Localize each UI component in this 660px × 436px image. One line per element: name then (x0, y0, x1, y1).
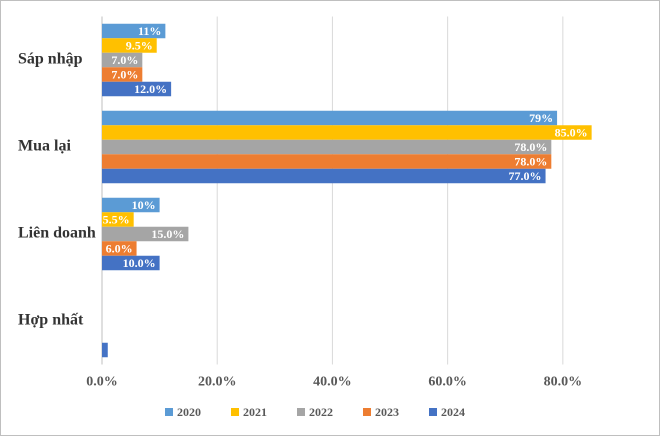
bar (102, 110, 558, 126)
x-tick-label: 60.0% (428, 375, 467, 390)
bar (102, 154, 552, 169)
data-label: 78.0% (514, 154, 547, 168)
y-tick-label: Mua lại (18, 138, 71, 155)
legend-label: 2024 (441, 405, 465, 419)
data-label: 9.5% (126, 38, 153, 52)
bar (102, 23, 166, 39)
legend-swatch (165, 408, 173, 416)
bar (102, 212, 134, 227)
bar (102, 226, 189, 242)
data-label: 79% (529, 111, 553, 125)
data-label: 5.5% (103, 212, 130, 226)
data-label: 77.0% (509, 169, 542, 183)
y-tick-label: Sáp nhập (18, 51, 83, 68)
bar (102, 241, 137, 256)
data-label: 7.0% (111, 67, 138, 81)
bar (102, 255, 160, 271)
bar (102, 342, 108, 358)
legend-label: 2021 (243, 405, 267, 419)
y-tick-label: Hợp nhất (18, 312, 84, 329)
legend-swatch (231, 408, 239, 416)
y-tick-label: Liên doanh (18, 225, 96, 242)
data-label: 15.0% (151, 227, 184, 241)
legend-swatch (297, 408, 305, 416)
data-label: 11% (138, 24, 161, 38)
legend-label: 2022 (309, 405, 333, 419)
bar (102, 168, 546, 184)
data-label: 78.0% (514, 140, 547, 154)
data-label: 12.0% (134, 82, 167, 96)
x-tick-label: 20.0% (198, 375, 237, 390)
bar (102, 125, 592, 140)
legend-swatch (363, 408, 371, 416)
data-label: 7.0% (111, 53, 138, 67)
legend-swatch (429, 408, 437, 416)
data-label: 10% (132, 198, 156, 212)
bar (102, 38, 157, 53)
bar (102, 67, 143, 82)
data-label: 6.0% (106, 241, 133, 255)
data-label: 85.0% (555, 125, 588, 139)
legend-label: 2023 (375, 405, 399, 419)
x-tick-label: 80.0% (544, 375, 583, 390)
bar (102, 52, 143, 68)
legend-label: 2020 (177, 405, 201, 419)
bar (102, 139, 552, 155)
x-tick-label: 0.0% (86, 375, 118, 390)
bar (102, 197, 160, 213)
x-tick-label: 40.0% (313, 375, 352, 390)
data-label: 10.0% (123, 256, 156, 270)
bar (102, 81, 172, 97)
